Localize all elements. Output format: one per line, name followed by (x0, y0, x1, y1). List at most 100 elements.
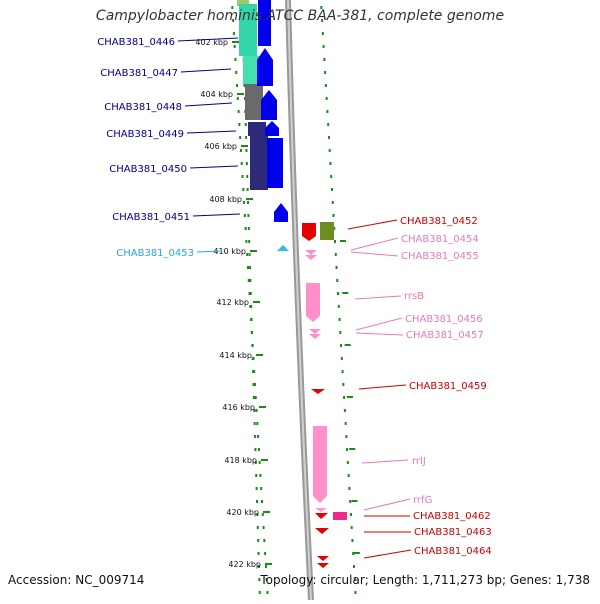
accession-text: Accession: NC_009714 (8, 573, 145, 587)
guide-dot (248, 240, 251, 243)
guide-dot (330, 175, 333, 178)
guide-dot (254, 396, 257, 399)
gene-label-left: CHAB381_0450 (109, 164, 187, 175)
guide-dot (327, 136, 330, 139)
scale-label: 410 kbp (213, 247, 246, 256)
guide-dot (232, 19, 235, 22)
guide-dot (255, 409, 258, 412)
scale-tick (246, 198, 253, 200)
guide-dot (236, 97, 239, 100)
gene-label-right: CHAB381_0457 (406, 330, 484, 341)
gene-arrow-0449 (265, 121, 279, 136)
gene-arrow-0448 (261, 90, 277, 120)
gene-label-leader (347, 219, 398, 230)
gene-label-leader (196, 250, 221, 253)
guide-dot (266, 591, 269, 594)
guide-dot (260, 487, 263, 490)
gene-label-right: CHAB381_0464 (414, 546, 492, 557)
guide-dot (238, 123, 241, 126)
guide-dot (244, 227, 247, 230)
guide-dot (258, 578, 261, 581)
guide-dot (246, 188, 249, 191)
gene-feature-0447 (243, 56, 261, 84)
guide-dot (337, 292, 340, 295)
gene-arrow-0450 (267, 138, 283, 188)
guide-dot (340, 357, 343, 360)
gene-label-left: CHAB381_0447 (100, 68, 178, 79)
gene-feature-0449 (248, 122, 266, 136)
guide-dot (344, 422, 347, 425)
guide-dot (337, 305, 340, 308)
scale-tick (259, 406, 266, 408)
guide-dot (350, 526, 353, 529)
guide-dot (353, 578, 356, 581)
guide-dot (245, 149, 248, 152)
guide-dot (352, 565, 355, 568)
guide-dot (261, 513, 264, 516)
guide-dot (352, 552, 355, 555)
gene-label-right: CHAB381_0456 (405, 314, 483, 325)
gene-feature-0448 (245, 84, 263, 120)
guide-dot (333, 227, 336, 230)
guide-dash (349, 448, 356, 450)
guide-dash (351, 500, 358, 502)
guide-dot (246, 266, 249, 269)
guide-dot (349, 513, 352, 516)
topology-text: Topology: circular; Length: 1,711,273 bp… (260, 573, 590, 587)
guide-dot (236, 84, 239, 87)
guide-dot (339, 331, 342, 334)
guide-dot (256, 500, 258, 503)
backbone-highlight (287, 0, 312, 601)
guide-dot (323, 58, 326, 61)
guide-dot (261, 500, 263, 503)
guide-dot (264, 565, 267, 568)
scale-label: 416 kbp (222, 403, 255, 412)
scale-label: 414 kbp (219, 351, 252, 360)
gene-label-leader (350, 237, 399, 251)
guide-dot (248, 253, 251, 256)
guide-dot (327, 123, 330, 126)
guide-dot (240, 162, 243, 165)
gene-feature-0450 (250, 136, 268, 190)
gene-label-right: CHAB381_0452 (400, 216, 478, 227)
gene-label-leader (192, 213, 241, 217)
guide-dash (340, 240, 346, 242)
guide-dot (265, 578, 268, 581)
guide-dot (257, 539, 260, 542)
guide-dot (246, 175, 249, 178)
gene-labels: CHAB381_0446 CHAB381_0447 CHAB381_0448 CHAB… (97, 37, 492, 559)
guide-dot (324, 71, 327, 74)
gene-label-left: CHAB381_0446 (97, 37, 175, 48)
guide-dot (341, 370, 344, 373)
guide-dot (252, 383, 255, 386)
guide-dot (256, 526, 259, 529)
guide-dot (245, 136, 248, 139)
gene-feature-0464b (317, 563, 329, 568)
guide-dot (348, 487, 351, 490)
gene-label-left: CHAB381_0451 (112, 212, 190, 223)
scale-label: 422 kbp (228, 560, 261, 569)
gene-feature-partial (237, 0, 249, 6)
guide-dot (254, 448, 257, 451)
guide-dot (253, 409, 256, 412)
gene-feature-rrsB (306, 283, 320, 322)
scale-tick (241, 145, 248, 147)
guide-dot (233, 45, 236, 48)
guide-dot (243, 214, 246, 217)
guide-dot (251, 357, 254, 360)
guide-dot (324, 84, 327, 87)
guide-dot (245, 162, 248, 165)
scale-label: 412 kbp (216, 298, 249, 307)
guide-dot (256, 422, 259, 425)
gene-label-leader (180, 68, 232, 73)
guide-dot (257, 435, 260, 438)
gene-label-leader (355, 317, 403, 331)
gene-label-leader (350, 251, 399, 257)
gene-feature-0455a (305, 250, 317, 255)
gene-label-leader (354, 295, 402, 300)
guide-dot (259, 474, 262, 477)
guide-dot (257, 448, 260, 451)
guide-dot (349, 500, 352, 503)
guide-dot (258, 591, 261, 594)
